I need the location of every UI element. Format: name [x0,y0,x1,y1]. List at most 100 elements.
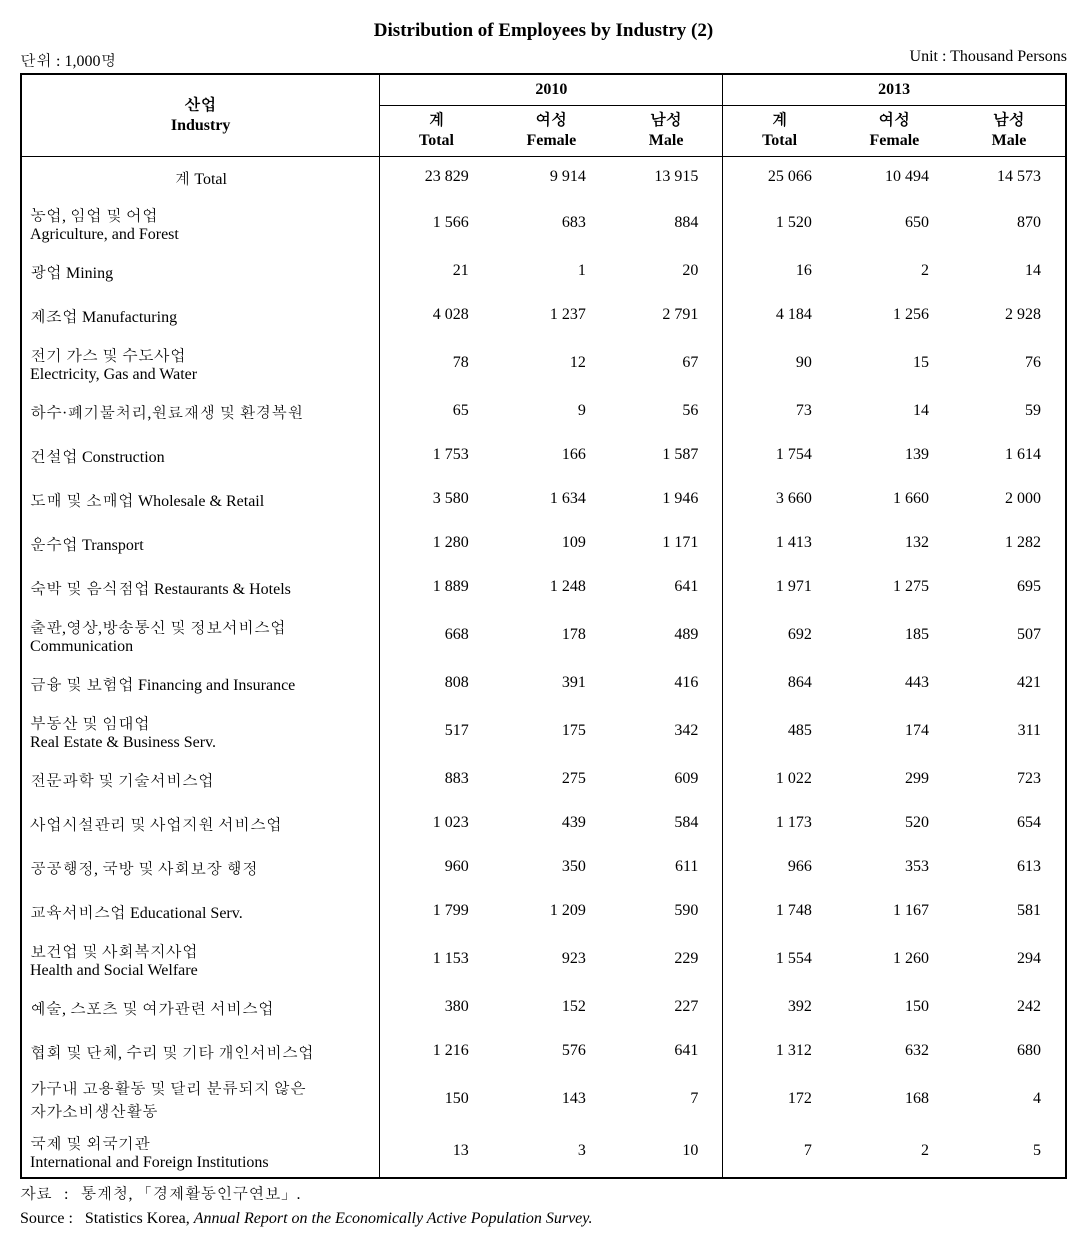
value-cell: 1 520 [723,197,836,249]
value-cell: 641 [610,1029,723,1073]
industry-kr: 보건업 및 사회복지사업 [30,939,371,962]
value-cell: 1 275 [836,565,953,609]
value-cell: 299 [836,757,953,801]
value-cell: 56 [610,389,723,433]
value-cell: 342 [610,705,723,757]
value-cell: 3 660 [723,477,836,521]
value-cell: 5 [953,1125,1066,1178]
industry-cell: 도매 및 소매업 Wholesale & Retail [21,477,380,521]
value-cell: 15 [836,337,953,389]
industry-kr: 국제 및 외국기관 [30,1131,371,1154]
table-row: 부동산 및 임대업Real Estate & Business Serv.517… [21,705,1066,757]
industry-cell: 부동산 및 임대업Real Estate & Business Serv. [21,705,380,757]
value-cell: 1 153 [380,933,493,985]
total-row: 계 Total 23 829 9 914 13 915 25 066 10 49… [21,157,1066,198]
value-cell: 21 [380,249,493,293]
value-cell: 584 [610,801,723,845]
total-2013-male: 14 573 [953,157,1066,198]
unit-right: Unit : Thousand Persons [910,48,1067,71]
value-cell: 884 [610,197,723,249]
value-cell: 20 [610,249,723,293]
industry-cell: 공공행정, 국방 및 사회보장 행정 [21,845,380,889]
value-cell: 90 [723,337,836,389]
value-cell: 1 660 [836,477,953,521]
industry-kr: 출판,영상,방송통신 및 정보서비스업 [30,615,371,638]
header-industry: 산업 Industry [21,74,380,157]
value-cell: 294 [953,933,1066,985]
header-male-kr: 남성 [953,111,1065,131]
table-row: 출판,영상,방송통신 및 정보서비스업Communication66817848… [21,609,1066,661]
value-cell: 109 [493,521,610,565]
value-cell: 723 [953,757,1066,801]
industry-cell: 운수업 Transport [21,521,380,565]
industry-kr: 협회 및 단체, 수리 및 기타 개인서비스업 [30,1040,371,1063]
value-cell: 692 [723,609,836,661]
value-cell: 443 [836,661,953,705]
value-cell: 1 634 [493,477,610,521]
value-cell: 14 [836,389,953,433]
value-cell: 380 [380,985,493,1029]
header-total-en: Total [723,131,835,151]
industry-kr: 공공행정, 국방 및 사회보장 행정 [30,856,371,879]
header-male-en: Male [953,131,1065,151]
data-table: 산업 Industry 2010 2013 계 Total 여성 Female … [20,73,1067,1179]
value-cell: 4 184 [723,293,836,337]
value-cell: 7 [610,1073,723,1125]
industry-kr: 농업, 임업 및 어업 [30,203,371,226]
header-year-2013: 2013 [723,74,1066,106]
value-cell: 680 [953,1029,1066,1073]
value-cell: 650 [836,197,953,249]
value-cell: 4 028 [380,293,493,337]
value-cell: 13 [380,1125,493,1178]
value-cell: 923 [493,933,610,985]
value-cell: 1 237 [493,293,610,337]
value-cell: 439 [493,801,610,845]
header-total-kr: 계 [723,111,835,131]
industry-kr: 부동산 및 임대업 [30,711,371,734]
table-row: 하수·폐기물처리,원료재생 및 환경복원65956731459 [21,389,1066,433]
value-cell: 1 173 [723,801,836,845]
industry-cell: 제조업 Manufacturing [21,293,380,337]
table-body: 계 Total 23 829 9 914 13 915 25 066 10 49… [21,157,1066,1179]
industry-cell: 보건업 및 사회복지사업Health and Social Welfare [21,933,380,985]
value-cell: 59 [953,389,1066,433]
header-2013-female: 여성 Female [836,106,953,157]
header-total-en: Total [380,131,492,151]
table-row: 숙박 및 음식점업 Restaurants & Hotels1 8891 248… [21,565,1066,609]
industry-kr: 사업시설관리 및 사업지원 서비스업 [30,812,371,835]
value-cell: 1 216 [380,1029,493,1073]
header-industry-en: Industry [22,116,379,136]
value-cell: 611 [610,845,723,889]
header-male-en: Male [610,131,722,151]
source-en-label: Source [20,1210,64,1227]
value-cell: 1 587 [610,433,723,477]
value-cell: 1 280 [380,521,493,565]
industry-en: Real Estate & Business Serv. [30,734,371,752]
value-cell: 150 [380,1073,493,1125]
value-cell: 392 [723,985,836,1029]
header-female-kr: 여성 [493,111,610,131]
header-2013-total: 계 Total [723,106,836,157]
page-title: Distribution of Employees by Industry (2… [20,20,1067,42]
value-cell: 1 023 [380,801,493,845]
value-cell: 1 799 [380,889,493,933]
industry-cell: 협회 및 단체, 수리 및 기타 개인서비스업 [21,1029,380,1073]
value-cell: 227 [610,985,723,1029]
total-2010-female: 9 914 [493,157,610,198]
value-cell: 654 [953,801,1066,845]
value-cell: 65 [380,389,493,433]
header-2010-male: 남성 Male [610,106,723,157]
value-cell: 1 748 [723,889,836,933]
header-2010-female: 여성 Female [493,106,610,157]
value-cell: 175 [493,705,610,757]
value-cell: 168 [836,1073,953,1125]
value-cell: 1 413 [723,521,836,565]
value-cell: 609 [610,757,723,801]
table-row: 사업시설관리 및 사업지원 서비스업1 0234395841 173520654 [21,801,1066,845]
value-cell: 2 000 [953,477,1066,521]
header-year-2010: 2010 [380,74,723,106]
total-2010-total: 23 829 [380,157,493,198]
industry-kr: 전문과학 및 기술서비스업 [30,768,371,791]
total-2013-female: 10 494 [836,157,953,198]
value-cell: 78 [380,337,493,389]
